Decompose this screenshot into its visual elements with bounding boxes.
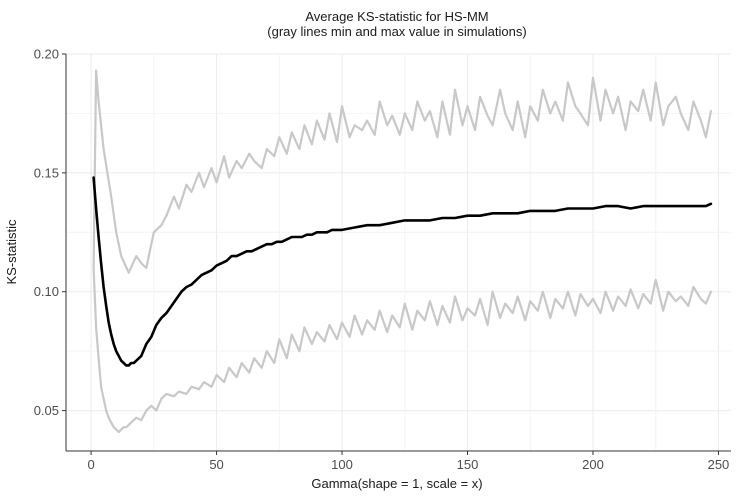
x-tick-label-2: 100 <box>331 457 353 472</box>
x-tick-label-1: 50 <box>209 457 223 472</box>
series-layer <box>92 69 713 434</box>
axes-layer <box>65 54 731 452</box>
y-tick-label-2: 0.15 <box>34 165 59 180</box>
series-line-max <box>92 69 713 274</box>
x-tick-label-4: 200 <box>582 457 604 472</box>
series-line-mean <box>92 176 713 367</box>
y-tick-label-3: 0.20 <box>34 47 59 62</box>
y-tick-label-0: 0.05 <box>34 403 59 418</box>
x-tick-label-3: 150 <box>457 457 479 472</box>
chart-title: Average KS-statistic for HS-MM <box>305 9 488 24</box>
tick-layer: 0 50 100 150 200 250 0.05 0.10 0.15 0.20 <box>34 47 730 473</box>
grid-layer <box>66 53 731 451</box>
y-axis-title: KS-statistic <box>4 219 19 285</box>
series-line-min <box>92 266 713 434</box>
y-tick-label-1: 0.10 <box>34 284 59 299</box>
x-axis-title: Gamma(shape = 1, scale = x) <box>311 476 482 491</box>
x-tick-label-0: 0 <box>87 457 94 472</box>
x-tick-label-5: 250 <box>708 457 730 472</box>
chart-subtitle: (gray lines min and max value in simulat… <box>267 24 526 39</box>
